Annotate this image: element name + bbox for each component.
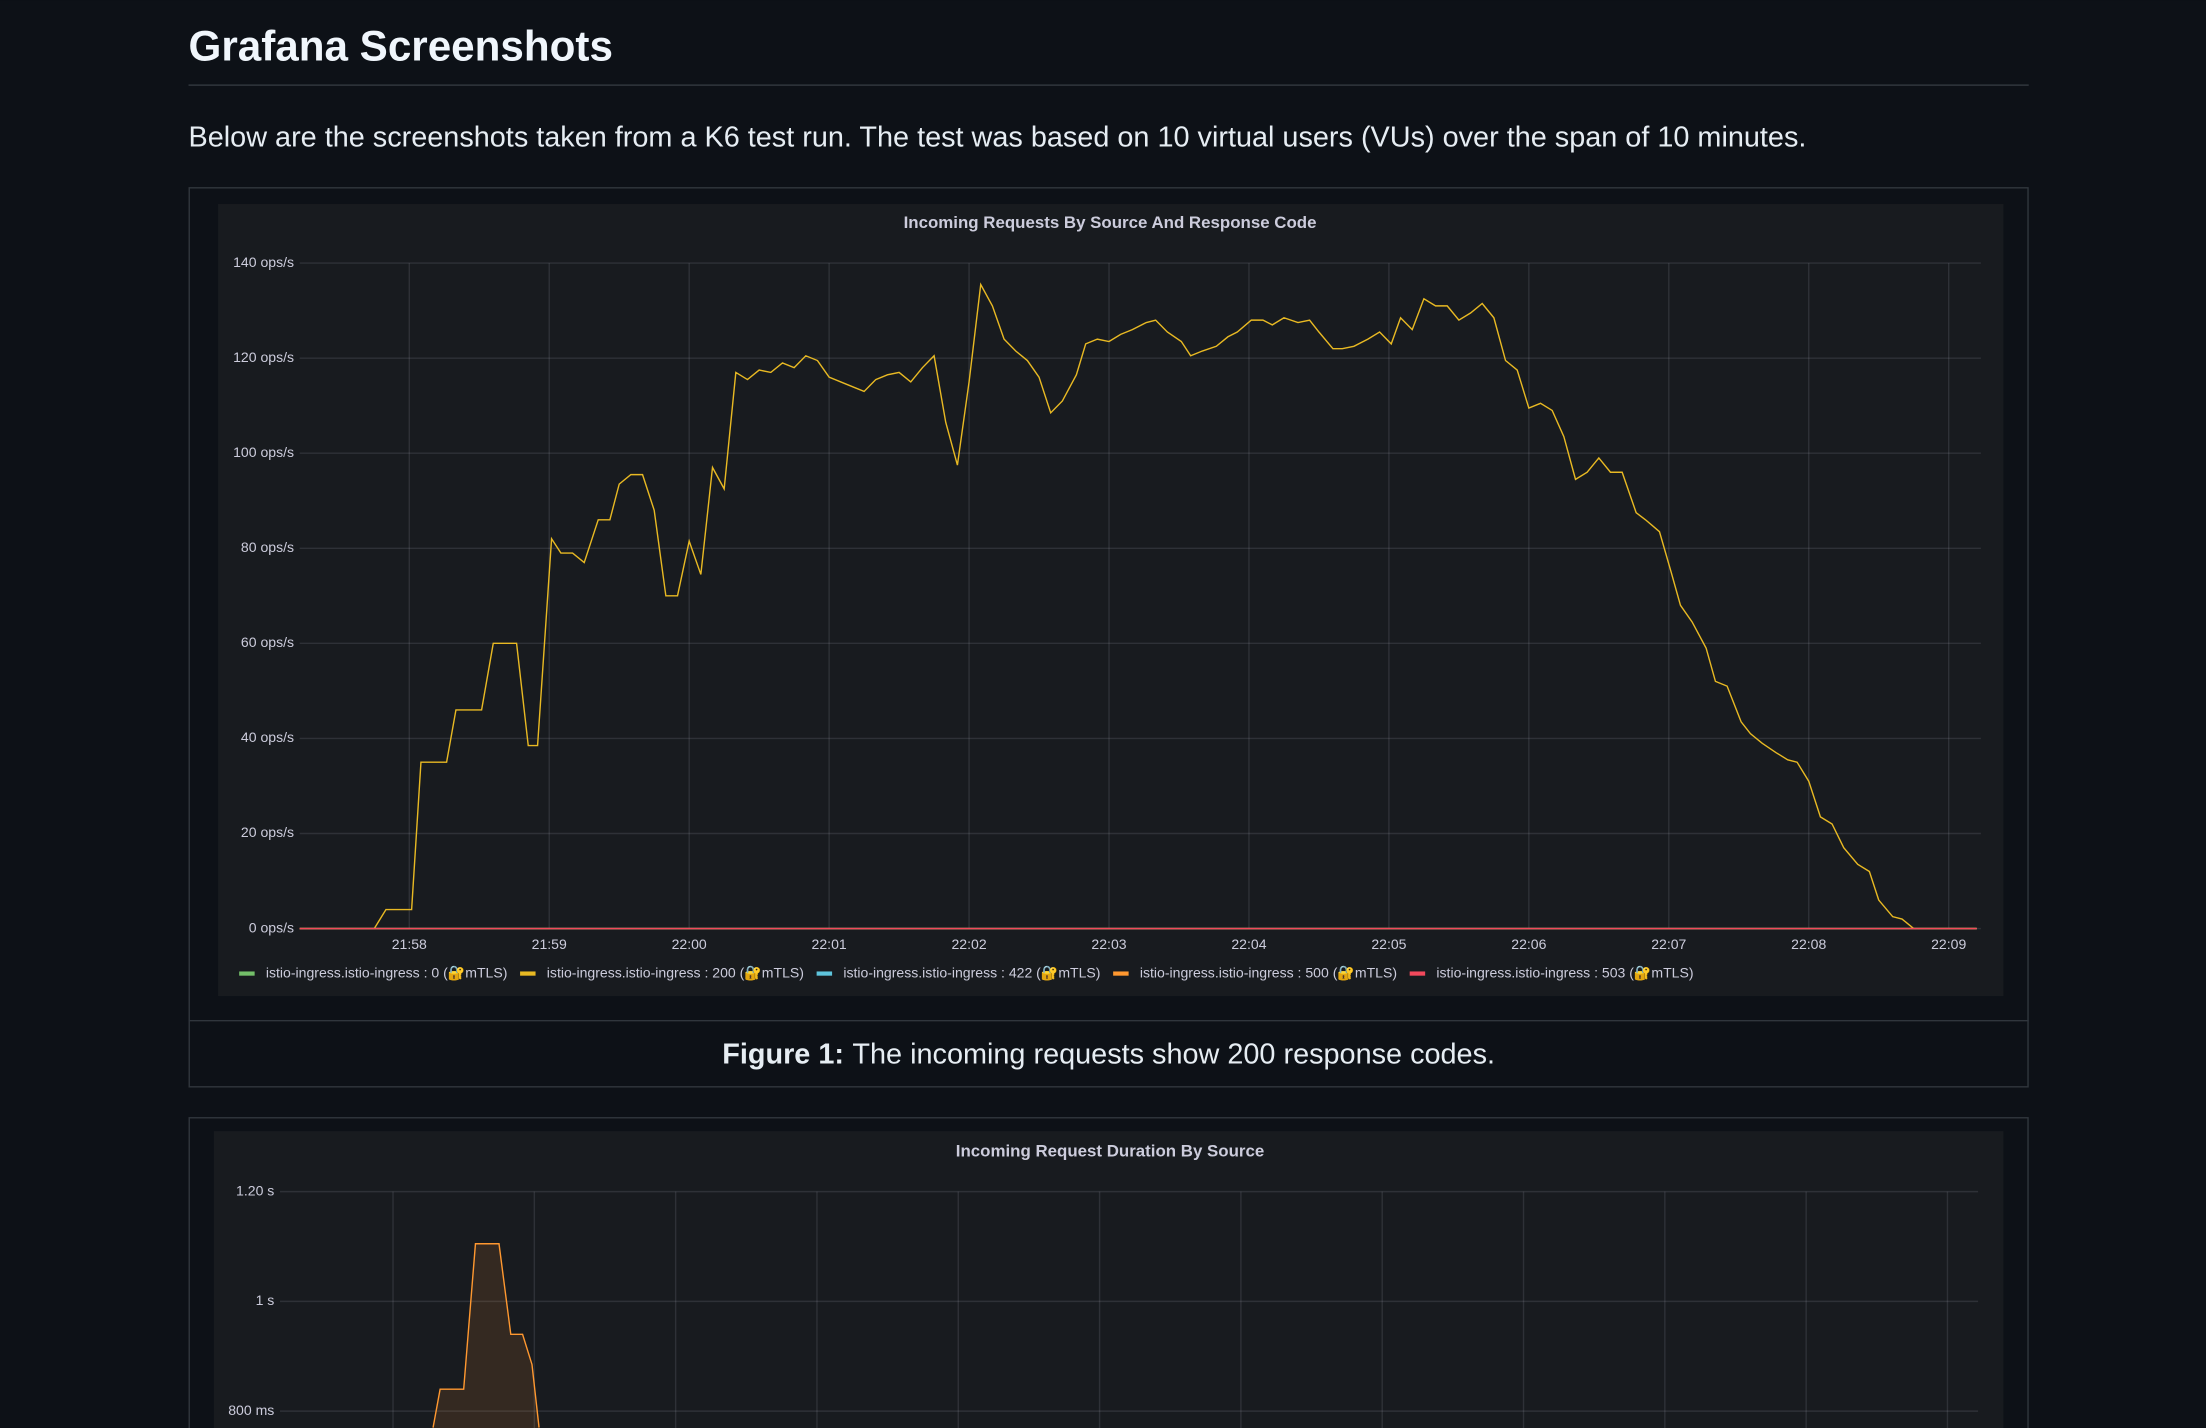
y-tick-label: 100 ops/s [233, 444, 294, 460]
page-title: Grafana Screenshots [189, 23, 613, 70]
y-tick-label: 140 ops/s [233, 254, 294, 270]
x-tick-label: 21:58 [392, 936, 427, 952]
caption: Figure 1: The incoming requests show 200 … [722, 1039, 1495, 1071]
chart-title: Incoming Requests By Source And Response… [904, 213, 1317, 232]
y-tick-label: 80 ops/s [241, 539, 294, 555]
chart-title: Incoming Request Duration By Source [956, 1142, 1264, 1161]
y-tick-label: 40 ops/s [241, 729, 294, 745]
series-line [299, 282, 1977, 930]
x-tick-label: 22:03 [1091, 936, 1126, 952]
legend-label: istio-ingress.istio-ingress : 200 (🔐mTLS… [547, 964, 804, 981]
x-tick-label: 22:09 [1931, 936, 1966, 952]
y-tick-label: 60 ops/s [241, 634, 294, 650]
intro: Below are the screenshots taken from a K… [189, 121, 1807, 153]
figure-box [188, 187, 2029, 1088]
figure-box [188, 1117, 2029, 1428]
x-tick-label: 22:07 [1651, 936, 1686, 952]
y-tick-label: 20 ops/s [241, 824, 294, 840]
caption-text: The incoming requests show 200 response … [852, 1039, 1495, 1071]
y-tick-label: 1 s [256, 1292, 275, 1308]
legend-label: istio-ingress.istio-ingress : 422 (🔐mTLS… [843, 964, 1100, 981]
x-tick-label: 21:59 [532, 936, 567, 952]
x-tick-label: 22:05 [1371, 936, 1406, 952]
x-tick-label: 22:04 [1231, 936, 1266, 952]
legend-label: istio-ingress.istio-ingress : 0 (🔐mTLS) [266, 964, 508, 981]
panel [213, 1131, 2004, 1428]
legend-label: istio-ingress.istio-ingress : 503 (🔐mTLS… [1436, 964, 1693, 981]
caption-label: Figure 1: [722, 1039, 844, 1071]
x-tick-label: 22:06 [1511, 936, 1546, 952]
x-tick-label: 22:00 [672, 936, 707, 952]
x-tick-label: 22:08 [1791, 936, 1826, 952]
panel [218, 204, 2004, 997]
x-tick-label: 22:01 [812, 936, 847, 952]
x-tick-label: 22:02 [951, 936, 986, 952]
series-area [433, 1243, 540, 1428]
y-tick-label: 1.20 s [236, 1182, 274, 1198]
y-tick-label: 0 ops/s [249, 919, 294, 935]
y-tick-label: 120 ops/s [233, 349, 294, 365]
y-tick-label: 800 ms [228, 1402, 274, 1418]
series-line [432, 1243, 540, 1428]
legend-label: istio-ingress.istio-ingress : 500 (🔐mTLS… [1140, 964, 1397, 981]
